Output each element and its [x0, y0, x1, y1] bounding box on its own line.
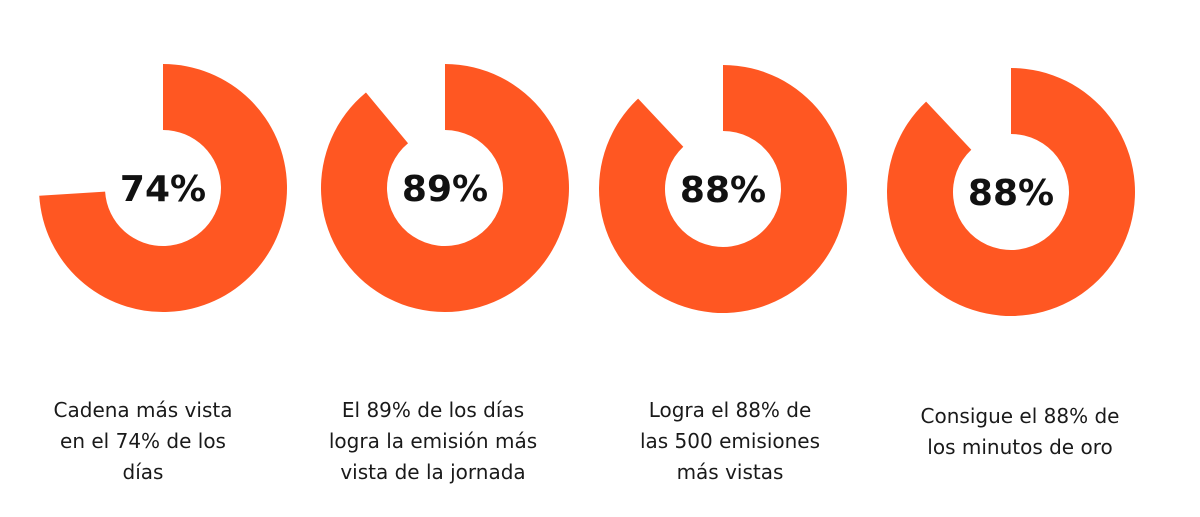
caption-line: Logra el 88% de: [649, 398, 812, 422]
donut-arc: [39, 64, 287, 313]
caption-line: días: [123, 460, 164, 484]
caption-line: El 89% de los días: [342, 398, 524, 422]
donut-arc: [321, 64, 569, 313]
center-label: 74%: [120, 169, 206, 210]
center-label: 89%: [402, 169, 488, 210]
caption-line: en el 74% de los: [60, 429, 226, 453]
donut-arc: [887, 68, 1135, 316]
caption-line: Consigue el 88% de: [921, 404, 1120, 428]
donut-arc: [598, 65, 847, 314]
center-label: 88%: [968, 173, 1054, 214]
caption-line: vista de la jornada: [340, 460, 525, 484]
caption-line: Cadena más vista: [54, 398, 233, 422]
caption-line: logra la emisión más: [329, 429, 537, 453]
center-label: 88%: [680, 170, 766, 211]
caption-line: los minutos de oro: [927, 435, 1112, 459]
caption-line: las 500 emisiones: [640, 429, 820, 453]
caption-line: más vistas: [677, 460, 784, 484]
